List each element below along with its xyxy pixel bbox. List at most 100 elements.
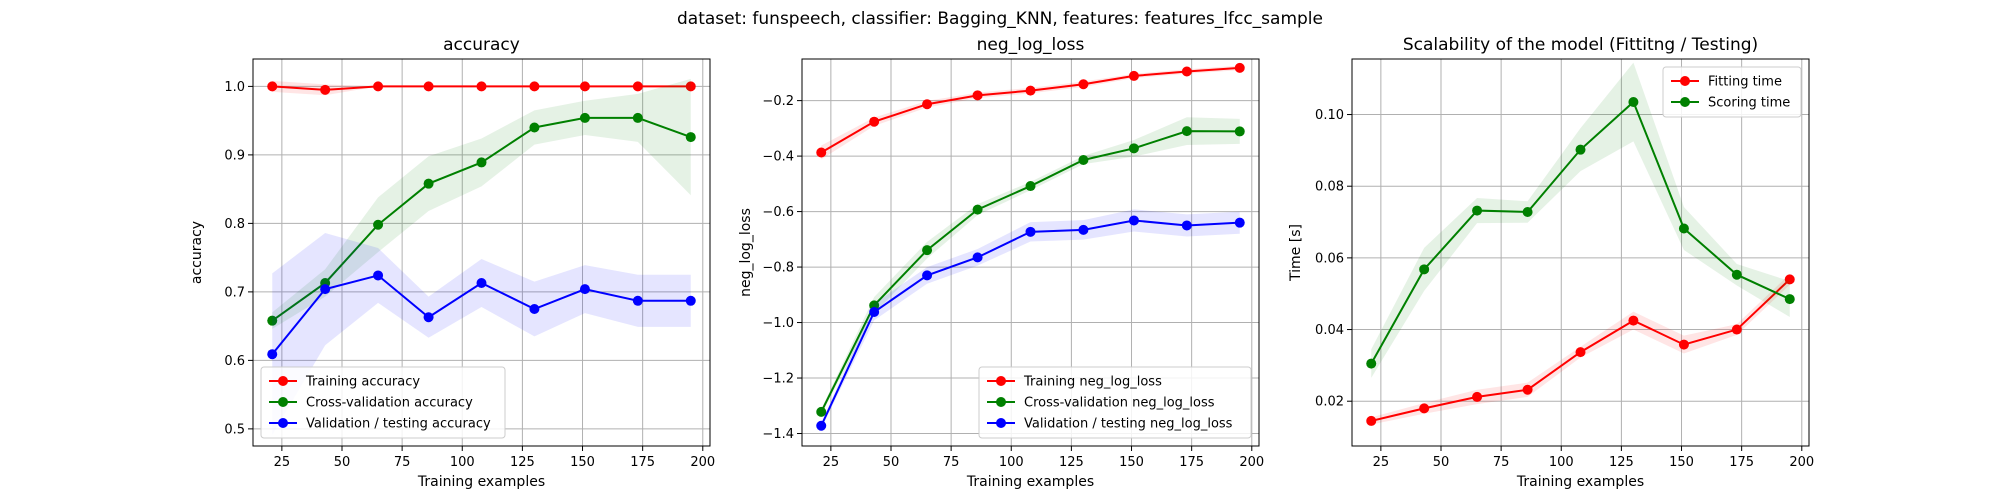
chart-title: neg_log_loss [977,35,1085,55]
data-point [373,219,384,230]
plot-frame [801,58,1260,447]
x-axis-label: Training examples [966,474,1094,490]
series-band [1371,62,1790,378]
x-tick-label: 100 [1549,455,1574,470]
figure-title: dataset: funspeech, classifier: Bagging_… [677,9,1323,29]
data-point [579,81,590,92]
data-point [1078,154,1089,165]
data-point [529,304,540,315]
legend-label: Scoring time [1708,96,1790,111]
data-point [1784,294,1795,305]
plot-area [816,62,1245,431]
data-point [1522,384,1533,395]
x-tick-label: 125 [1609,455,1634,470]
data-point [373,270,384,281]
plot-area [1366,62,1795,426]
legend-marker [278,418,288,428]
x-tick-label: 175 [630,455,655,470]
data-point [816,147,827,158]
legend-marker [1680,76,1690,86]
data-point [1731,269,1742,280]
series-band [272,232,691,436]
y-tick-label: 0.9 [224,148,245,163]
y-tick-label: −0.2 [762,94,794,109]
x-tick-label: 200 [1239,455,1264,470]
data-point [476,81,487,92]
data-point [1522,207,1533,218]
data-point [922,245,933,256]
data-point [267,81,278,92]
data-point [1025,226,1036,237]
y-axis-label: neg_log_loss [738,208,754,297]
data-point [423,312,434,323]
data-point [869,116,880,127]
x-tick-label: 50 [334,455,351,470]
y-tick-label: 0.5 [224,422,245,437]
data-point [685,81,696,92]
data-point [1575,347,1586,358]
data-point [1025,181,1036,192]
y-tick-label: 1.0 [224,80,245,95]
plot-frame [1351,58,1810,447]
legend-marker [996,376,1006,386]
x-tick-label: 200 [1789,455,1814,470]
data-point [579,112,590,123]
data-point [632,295,643,306]
data-point [1234,62,1245,73]
x-tick-label: 25 [274,455,291,470]
data-point [1181,66,1192,77]
data-point [816,420,827,431]
data-point [1366,415,1377,426]
data-point [972,252,983,263]
data-point [1128,143,1139,154]
data-point [922,99,933,110]
legend-label: Validation / testing accuracy [306,417,491,432]
data-point [869,307,880,318]
data-point [1025,85,1036,96]
data-point [1181,126,1192,137]
data-point [1128,215,1139,226]
y-axis-label: Time [s] [1288,224,1304,282]
x-tick-label: 175 [1179,455,1204,470]
x-tick-label: 150 [1669,455,1694,470]
data-point [685,132,696,143]
y-tick-label: 0.08 [1315,180,1344,195]
x-tick-label: 100 [999,455,1024,470]
y-tick-label: 0.02 [1315,395,1344,410]
x-tick-label: 125 [1059,455,1084,470]
data-point [1234,217,1245,228]
legend-label: Fitting time [1708,75,1782,90]
legend-marker [278,397,288,407]
chart-title: accuracy [443,35,520,55]
data-point [1181,220,1192,231]
data-point [1628,97,1639,107]
data-point [476,277,487,288]
data-point [529,122,540,133]
y-tick-label: 0.6 [224,354,245,369]
data-point [267,315,278,326]
data-point [1419,264,1430,275]
y-tick-label: −1.2 [762,372,794,387]
data-point [267,349,278,360]
y-tick-label: 0.10 [1315,108,1344,123]
x-tick-label: 200 [690,455,715,470]
x-tick-label: 75 [943,455,960,470]
legend-marker [996,418,1006,428]
y-tick-label: 0.7 [224,285,245,300]
x-tick-label: 25 [1373,455,1390,470]
x-axis-label: Training examples [417,474,545,490]
legend-box [1662,66,1802,118]
x-tick-label: 175 [1729,455,1754,470]
series-band [821,117,1240,415]
data-point [320,284,331,295]
data-point [1784,274,1795,285]
chart-panel-2: 25 50 75 100 125 150 175 200 −1.4 −1.2 −1.0 −0.8 −0.… [738,35,1264,490]
plot-frame [252,58,711,447]
data-point [1472,391,1483,402]
data-point [373,81,384,92]
plot-area [267,78,696,436]
legend: Training neg_log_loss Cross-validation ne… [978,366,1252,439]
data-point [632,81,643,92]
chart-panel-3: 25 50 75 100 125 150 175 200 0.02 0.04 0.06 0.08 0.1… [1288,35,1814,490]
